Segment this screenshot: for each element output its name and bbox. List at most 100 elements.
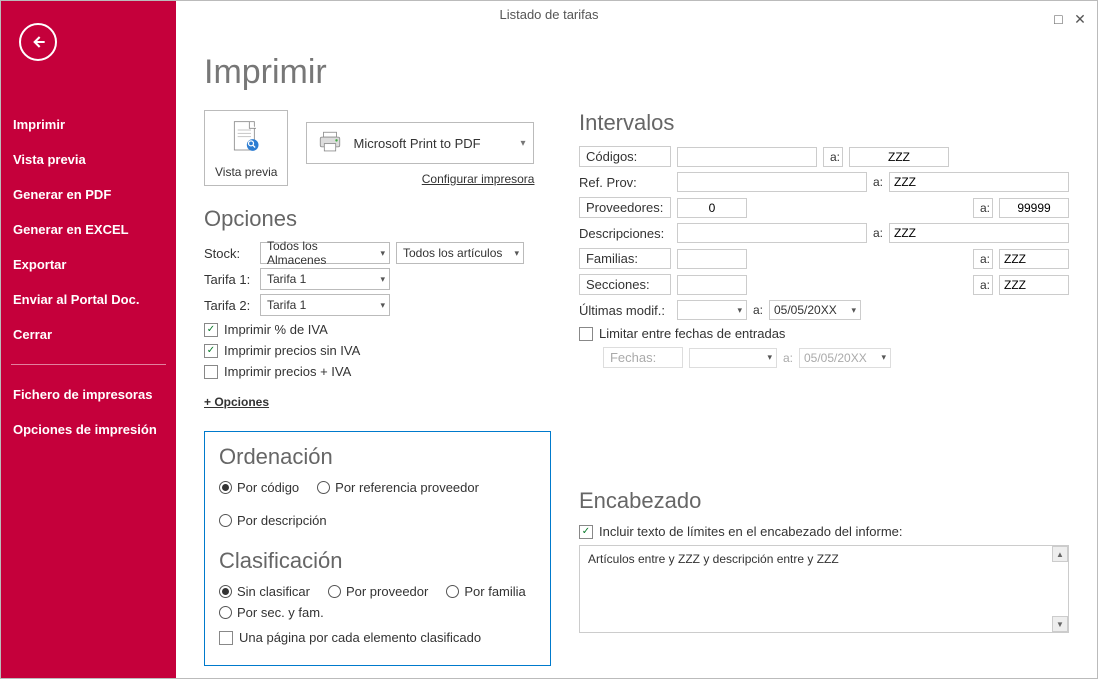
- chevron-down-icon: ▾: [767, 352, 772, 363]
- ordenacion-clasificacion-box: Ordenación Por código Por referencia pro…: [204, 431, 551, 666]
- tarifa1-select[interactable]: Tarifa 1▾: [260, 268, 390, 290]
- refprov-from-input[interactable]: [677, 172, 867, 192]
- encabezado-heading: Encabezado: [579, 488, 1069, 514]
- codigos-from-input[interactable]: [677, 147, 817, 167]
- chk-imprimir-sin-iva-label: Imprimir precios sin IVA: [224, 343, 360, 358]
- ultimas-from-date[interactable]: ▾: [677, 300, 747, 320]
- radio-sin-clasificar[interactable]: Sin clasificar: [219, 584, 310, 599]
- tarifa1-label: Tarifa 1:: [204, 272, 254, 287]
- fechas-label: Fechas:: [603, 347, 683, 368]
- sidebar: Imprimir Vista previa Generar en PDF Gen…: [1, 1, 176, 678]
- descripciones-to-input[interactable]: [889, 223, 1069, 243]
- scroll-up-icon[interactable]: ▲: [1052, 546, 1068, 562]
- sidebar-item-enviar-portal[interactable]: Enviar al Portal Doc.: [1, 282, 176, 317]
- radio-por-sec-fam[interactable]: Por sec. y fam.: [219, 605, 324, 620]
- fechas-from-date: ▾: [689, 348, 777, 368]
- proveedores-label: Proveedores:: [579, 197, 671, 218]
- chk-imprimir-pct-iva[interactable]: ✓: [204, 323, 218, 337]
- tarifa2-select[interactable]: Tarifa 1▾: [260, 294, 390, 316]
- a-label: a:: [873, 226, 883, 240]
- mas-opciones-link[interactable]: + Opciones: [204, 395, 269, 409]
- sidebar-item-vista-previa[interactable]: Vista previa: [1, 142, 176, 177]
- sidebar-item-generar-excel[interactable]: Generar en EXCEL: [1, 212, 176, 247]
- vista-previa-label: Vista previa: [215, 165, 277, 179]
- codigos-to-input[interactable]: [849, 147, 949, 167]
- sidebar-item-opciones-impresion[interactable]: Opciones de impresión: [1, 412, 176, 447]
- stock-label: Stock:: [204, 246, 254, 261]
- refprov-label: Ref. Prov:: [579, 175, 671, 190]
- sidebar-item-fichero-impresoras[interactable]: Fichero de impresoras: [1, 377, 176, 412]
- familias-label: Familias:: [579, 248, 671, 269]
- scroll-down-icon[interactable]: ▼: [1052, 616, 1068, 632]
- a-label: a:: [873, 175, 883, 189]
- chk-una-pagina[interactable]: [219, 631, 233, 645]
- descripciones-from-input[interactable]: [677, 223, 867, 243]
- sidebar-separator: [11, 364, 166, 365]
- stock-select[interactable]: Todos los Almacenes▾: [260, 242, 390, 264]
- printer-select[interactable]: Microsoft Print to PDF ▾: [306, 122, 534, 164]
- chk-imprimir-con-iva-label: Imprimir precios + IVA: [224, 364, 351, 379]
- radio-por-descripcion[interactable]: Por descripción: [219, 513, 327, 528]
- a-label: a:: [973, 249, 993, 269]
- clasificacion-heading: Clasificación: [219, 548, 536, 574]
- proveedores-from-input[interactable]: [677, 198, 747, 218]
- chk-incluir-limites-label: Incluir texto de límites en el encabezad…: [599, 524, 903, 539]
- proveedores-to-input[interactable]: [999, 198, 1069, 218]
- chevron-down-icon: ▾: [380, 300, 385, 311]
- encabezado-textarea[interactable]: Artículos entre y ZZZ y descripción entr…: [579, 545, 1069, 633]
- chevron-down-icon: ▾: [514, 248, 519, 259]
- sidebar-item-imprimir[interactable]: Imprimir: [1, 107, 176, 142]
- printer-icon: [317, 130, 343, 157]
- printer-name: Microsoft Print to PDF: [353, 136, 480, 151]
- a-label: a:: [823, 147, 843, 167]
- a-label: a:: [753, 303, 763, 317]
- window-title: Listado de tarifas: [499, 7, 598, 22]
- chevron-down-icon: ▾: [737, 305, 742, 316]
- main-content: Imprimir Vista previa Microsoft Print to…: [176, 29, 1097, 678]
- a-label: a:: [973, 275, 993, 295]
- radio-por-proveedor[interactable]: Por proveedor: [328, 584, 428, 599]
- secciones-label: Secciones:: [579, 274, 671, 295]
- descripciones-label: Descripciones:: [579, 226, 671, 241]
- sidebar-item-exportar[interactable]: Exportar: [1, 247, 176, 282]
- radio-por-codigo[interactable]: Por código: [219, 480, 299, 495]
- familias-from-input[interactable]: [677, 249, 747, 269]
- chevron-down-icon: ▾: [520, 138, 525, 149]
- chk-imprimir-con-iva[interactable]: [204, 365, 218, 379]
- sidebar-item-cerrar[interactable]: Cerrar: [1, 317, 176, 352]
- configurar-impresora-link[interactable]: Configurar impresora: [306, 172, 534, 186]
- opciones-heading: Opciones: [204, 206, 551, 232]
- chevron-down-icon: ▾: [851, 305, 856, 316]
- ultimas-modif-label: Últimas modif.:: [579, 303, 671, 318]
- secciones-from-input[interactable]: [677, 275, 747, 295]
- chevron-down-icon: ▾: [380, 248, 385, 259]
- sidebar-item-generar-pdf[interactable]: Generar en PDF: [1, 177, 176, 212]
- chk-una-pagina-label: Una página por cada elemento clasificado: [239, 630, 481, 645]
- chevron-down-icon: ▾: [380, 274, 385, 285]
- page-title: Imprimir: [204, 53, 1069, 92]
- intervalos-heading: Intervalos: [579, 110, 1069, 136]
- refprov-to-input[interactable]: [889, 172, 1069, 192]
- encabezado-text: Artículos entre y ZZZ y descripción entr…: [588, 552, 839, 566]
- chk-incluir-limites[interactable]: ✓: [579, 525, 593, 539]
- a-label: a:: [783, 351, 793, 365]
- radio-por-ref-proveedor[interactable]: Por referencia proveedor: [317, 480, 479, 495]
- chevron-down-icon: ▾: [881, 352, 886, 363]
- document-preview-icon: [220, 119, 272, 161]
- chk-limitar-fechas-label: Limitar entre fechas de entradas: [599, 326, 785, 341]
- articles-select[interactable]: Todos los artículos▾: [396, 242, 524, 264]
- chk-imprimir-pct-iva-label: Imprimir % de IVA: [224, 322, 328, 337]
- secciones-to-input[interactable]: [999, 275, 1069, 295]
- chk-imprimir-sin-iva[interactable]: ✓: [204, 344, 218, 358]
- radio-por-familia[interactable]: Por familia: [446, 584, 525, 599]
- back-button[interactable]: [19, 23, 57, 61]
- a-label: a:: [973, 198, 993, 218]
- familias-to-input[interactable]: [999, 249, 1069, 269]
- ordenacion-heading: Ordenación: [219, 444, 536, 470]
- right-column: Intervalos Códigos: a: Ref. Prov: a: Pro…: [579, 110, 1069, 666]
- fechas-to-date: 05/05/20XX▾: [799, 348, 891, 368]
- codigos-label: Códigos:: [579, 146, 671, 167]
- vista-previa-button[interactable]: Vista previa: [204, 110, 288, 186]
- ultimas-to-date[interactable]: 05/05/20XX▾: [769, 300, 861, 320]
- chk-limitar-fechas[interactable]: [579, 327, 593, 341]
